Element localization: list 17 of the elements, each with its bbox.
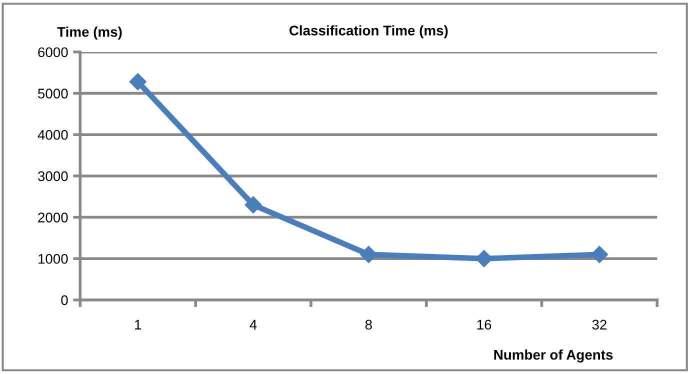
x-tick-label: 1 xyxy=(135,320,142,330)
x-axis-title: Number of Agents xyxy=(494,350,613,363)
point xyxy=(244,196,262,214)
y-tick-label: 1000 xyxy=(38,254,68,264)
y-axis-title: Time (ms) xyxy=(57,26,122,40)
chart-title: Classification Time (ms) xyxy=(289,25,448,38)
y-tick-label: 0 xyxy=(61,295,68,306)
x-tick-label: 32 xyxy=(592,320,606,330)
y-tick-label: 3000 xyxy=(38,171,68,182)
y-tick-label: 2000 xyxy=(38,212,68,222)
x-tick-label: 4 xyxy=(250,320,257,330)
y-tick-label: 4000 xyxy=(38,130,68,140)
point xyxy=(129,73,146,90)
y-tick-label: 6000 xyxy=(38,47,68,58)
x-tick-label: 8 xyxy=(365,320,372,330)
y-tick-label: 5000 xyxy=(38,88,68,98)
x-tick-label: 16 xyxy=(477,320,492,330)
